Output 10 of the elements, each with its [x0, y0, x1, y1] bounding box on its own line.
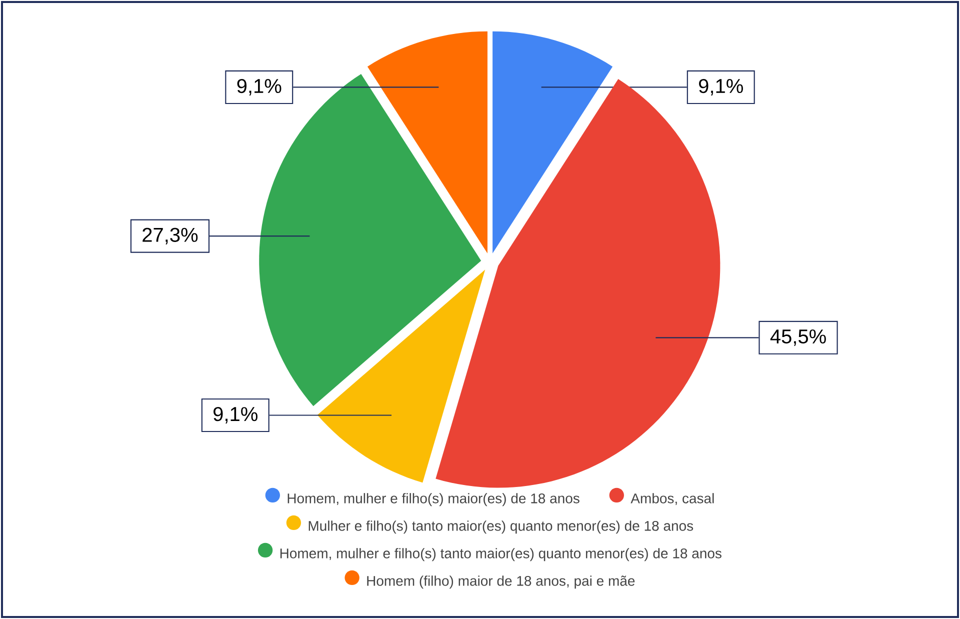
legend-label: Homem, mulher e filho(s) maior(es) de 18 anos [288, 493, 580, 506]
legend-label: Homem (filho) maior de 18 anos, pai e mãe [367, 576, 635, 589]
data-label: 27,3% [142, 228, 198, 244]
data-label: 9,1% [699, 78, 743, 96]
data-label: 9,1% [237, 78, 282, 96]
legend-label: Ambos, casal [630, 493, 714, 506]
data-label: 9,1% [214, 406, 258, 424]
legend-label: Homem, mulher e filho(s) tanto maior(es) quanto menor(es) de 18 anos [280, 548, 722, 562]
data-label: 45,5% [770, 329, 826, 346]
legend-label: Mulher e filho(s) tanto maior(es) quanto menor(es) de 18 anos [308, 520, 694, 534]
